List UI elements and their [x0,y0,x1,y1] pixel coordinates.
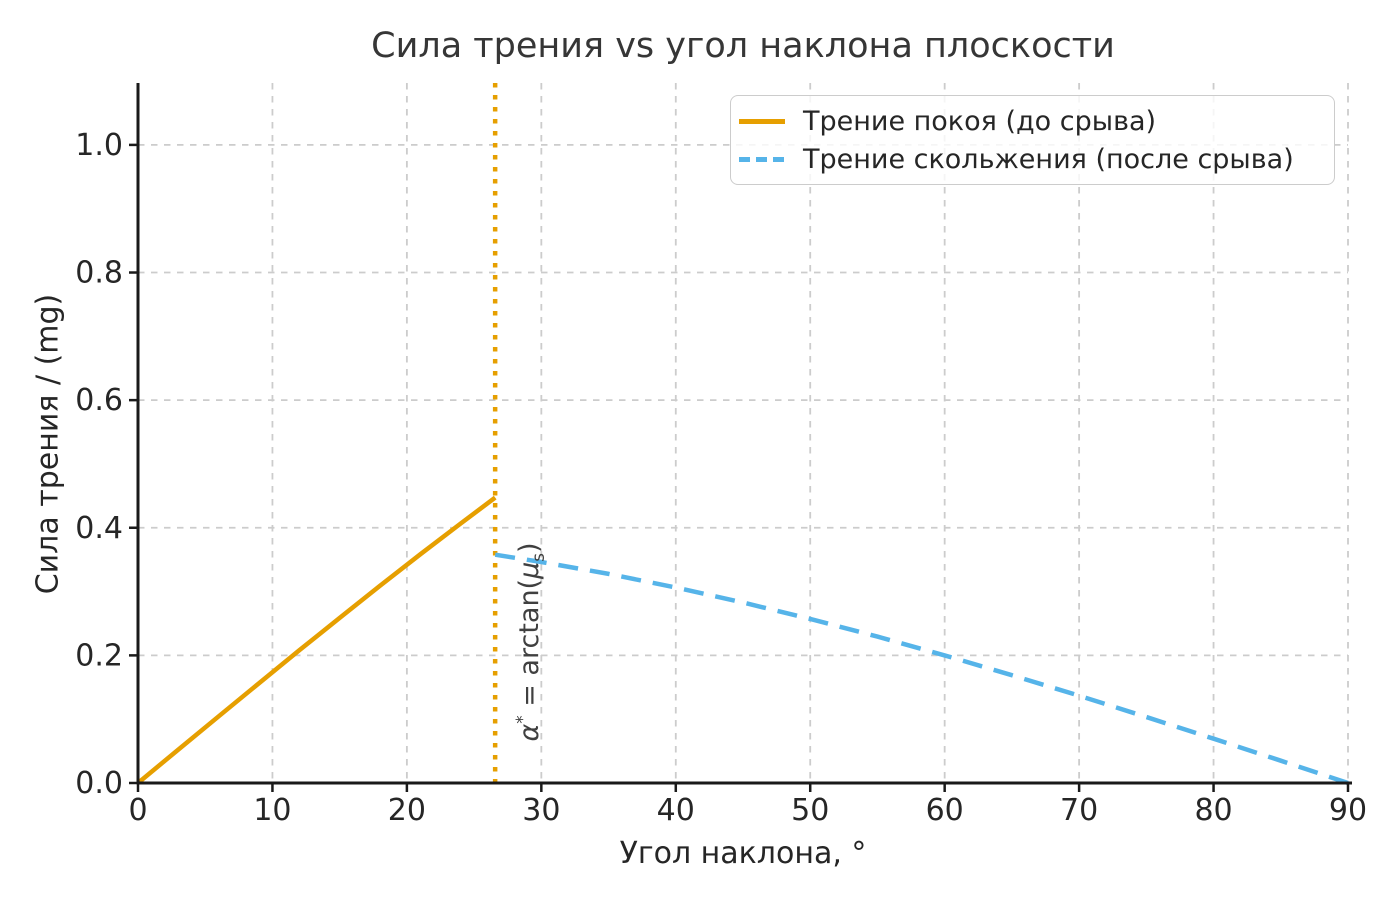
legend-label-static: Трение покоя (до срыва) [803,105,1157,137]
legend: Трение покоя (до срыва) Трение скольжени… [730,95,1335,185]
y-axis-label: Сила трения / (mg) [30,293,66,595]
x-axis-label: Угол наклона, ° [619,836,867,871]
annotation-close-paren: ) [513,542,545,553]
x-tick-label: 70 [1060,793,1098,828]
y-tick-label: 0.4 [75,511,123,546]
critical-angle-annotation: α* = arctan(μs) [512,542,548,741]
x-tick-label: 50 [791,793,829,828]
series-line-static [136,495,497,785]
x-tick-label: 20 [388,793,426,828]
x-tick-label: 90 [1329,793,1367,828]
legend-entry-static: Трение покоя (до срыва) [739,106,1324,137]
x-tick-label: 60 [926,793,964,828]
x-tick-label: 80 [1194,793,1232,828]
y-tick-label: 0.0 [75,766,123,801]
chart-title: Сила трения vs угол наклона плоскости [371,26,1115,66]
x-tick-label: 40 [657,793,695,828]
annotation-mid-text: = arctan( [513,578,545,716]
y-tick-label: 0.6 [75,383,123,418]
static-friction-line-swatch [739,118,785,124]
legend-label-kinetic: Трение скольжения (после срыва) [803,143,1294,175]
y-tick-label: 1.0 [75,128,123,163]
alpha-superscript: * [511,715,532,724]
legend-entry-kinetic: Трение скольжения (после срыва) [739,144,1324,175]
kinetic-friction-line-swatch [739,156,785,162]
y-tick-label: 0.8 [75,256,123,291]
x-tick-label: 30 [522,793,560,828]
alpha-symbol: α [513,723,545,742]
series-line-kinetic [494,552,1349,786]
mu-symbol: μ [513,561,545,579]
x-tick-label: 10 [253,793,291,828]
mu-subscript: s [528,552,549,562]
y-tick-label: 0.2 [75,638,123,673]
x-tick-label: 0 [128,793,147,828]
